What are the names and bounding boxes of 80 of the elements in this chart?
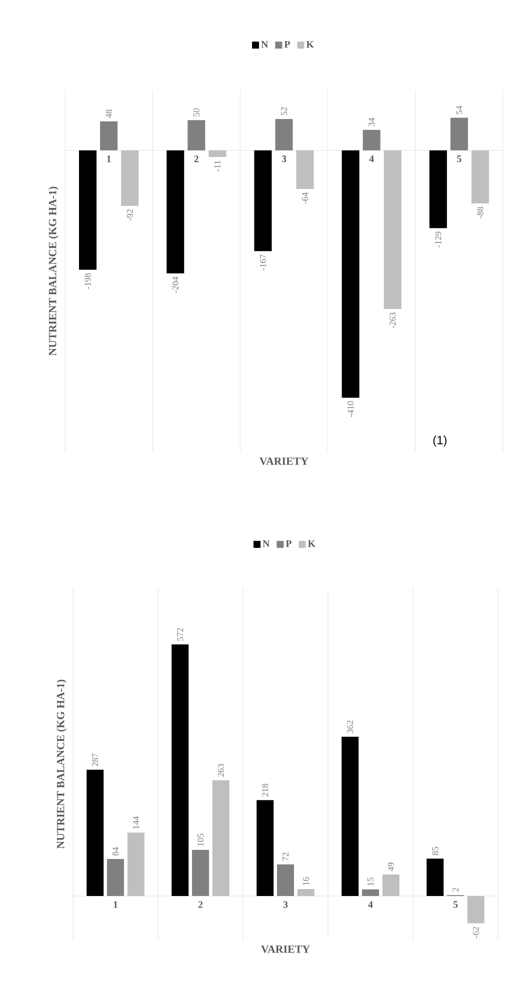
- bar: [172, 644, 189, 896]
- data-label: -198: [84, 273, 91, 290]
- data-label: 50: [193, 108, 200, 116]
- data-label: -64: [302, 192, 308, 204]
- data-label: -410: [348, 401, 354, 417]
- bar: [256, 800, 274, 896]
- data-label: 16: [302, 877, 309, 886]
- data-label: 72: [282, 852, 288, 861]
- bar: [467, 896, 484, 924]
- data-label: 263: [218, 764, 224, 777]
- data-label: 52: [280, 107, 288, 116]
- bar: [254, 150, 272, 252]
- legend-label: N: [261, 41, 268, 48]
- bar: [342, 150, 360, 398]
- legend-label: P: [284, 41, 290, 48]
- x-axis-title: VARIETY: [261, 946, 310, 953]
- x-tick-label: 2: [198, 901, 203, 908]
- bar: [429, 150, 447, 228]
- legend-label: K: [308, 540, 316, 547]
- data-label: 144: [132, 816, 139, 829]
- x-tick-label: 1: [114, 901, 118, 908]
- data-label: 218: [262, 784, 268, 797]
- x-axis-title: VARIETY: [260, 458, 308, 465]
- bar: [471, 150, 489, 204]
- data-label: -11: [214, 160, 220, 172]
- data-label: 362: [347, 720, 354, 734]
- legend-label: P: [286, 540, 292, 547]
- data-label: -129: [435, 232, 442, 248]
- x-tick-label: 4: [369, 156, 374, 162]
- bar: [277, 864, 294, 896]
- data-label: 287: [92, 753, 98, 766]
- annotation: (1): [433, 436, 446, 447]
- x-tick-label: 5: [453, 901, 458, 908]
- bar: [100, 121, 118, 150]
- data-label: 85: [432, 846, 438, 856]
- data-label: 84: [112, 847, 119, 856]
- data-label: 49: [388, 862, 394, 872]
- bar: [426, 858, 444, 896]
- bar: [212, 780, 230, 896]
- bar: [362, 130, 380, 150]
- bar: [192, 850, 209, 896]
- x-tick-label: 5: [457, 156, 462, 162]
- bar: [188, 120, 206, 150]
- y-axis-title: NUTRIENT BALANCE (KG HA-1): [56, 680, 66, 849]
- data-label: 34: [368, 118, 375, 126]
- x-tick-label: 3: [283, 901, 288, 908]
- legend-label: K: [306, 41, 314, 48]
- data-label: 48: [106, 110, 112, 118]
- bar: [208, 150, 226, 157]
- data-label: -88: [477, 206, 484, 218]
- data-label: -263: [390, 312, 396, 328]
- bar: [296, 150, 314, 189]
- bar: [166, 150, 184, 274]
- bar: [362, 889, 380, 896]
- bar: [121, 150, 139, 206]
- data-label: 2: [452, 888, 458, 892]
- bar: [275, 118, 293, 150]
- legend-label: N: [262, 540, 270, 547]
- data-label: -204: [172, 276, 178, 293]
- x-tick-label: 4: [368, 901, 373, 908]
- bar: [79, 150, 97, 270]
- data-label: 15: [367, 878, 374, 886]
- x-tick-label: 1: [107, 156, 111, 162]
- bar: [342, 736, 359, 896]
- data-label: -167: [260, 254, 266, 270]
- data-label: 54: [456, 106, 462, 114]
- data-label: 105: [197, 834, 204, 846]
- bar: [450, 118, 468, 150]
- bar: [127, 832, 144, 896]
- data-label: -62: [472, 926, 479, 938]
- bar: [297, 888, 314, 896]
- data-label: -92: [126, 210, 133, 221]
- data-label: 572: [177, 628, 184, 641]
- bar: [382, 874, 400, 896]
- bar: [384, 150, 402, 310]
- x-tick-label: 3: [282, 156, 286, 162]
- bar: [86, 770, 104, 896]
- bar: [107, 859, 124, 896]
- y-axis-title: NUTRIENT BALANCE (KG HA-1): [48, 186, 58, 356]
- x-tick-label: 2: [194, 156, 198, 162]
